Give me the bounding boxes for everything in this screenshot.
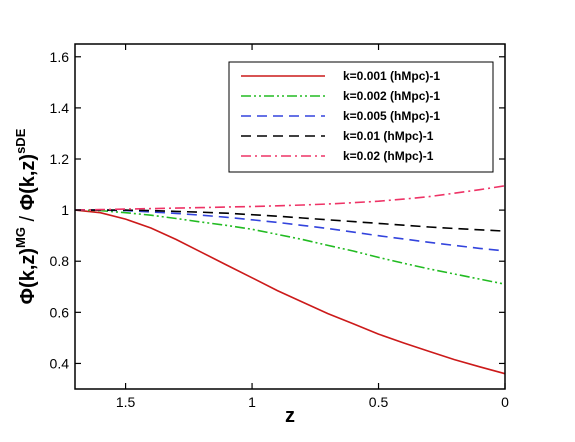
legend-label-3: k=0.005 (hMpc)-1 (343, 109, 440, 123)
x-tick-label: 0 (501, 394, 509, 410)
y-axis-title: Φ(k,z)MG / Φ(k,z)sDE (13, 128, 39, 304)
legend-label-5: k=0.02 (hMpc)-1 (343, 149, 434, 163)
x-axis-title: z (285, 405, 295, 427)
legend-box (228, 61, 494, 173)
y-axis-title-sup-left: MG (13, 227, 28, 248)
y-axis-title-sup-right: sDE (13, 128, 28, 154)
series-line-5 (74, 185, 506, 211)
series-line-3 (75, 209, 506, 252)
series-line-1 (74, 209, 506, 375)
legend-label-4: k=0.01 (hMpc)-1 (343, 129, 434, 143)
legend: k=0.001 (hMpc)-1 k=0.002 (hMpc)-1 k=0.005 … (228, 61, 494, 173)
ticks-layer: 1.5 1 0.5 0 0.4 0.6 0.8 1 1.2 1.4 1.6 (50, 44, 509, 410)
y-tick-label: 0.6 (50, 304, 70, 320)
y-tick-label: 0.8 (50, 253, 70, 269)
plot-frame (74, 43, 506, 390)
y-axis-title-divider: / (17, 210, 39, 227)
x-tick-label: 0.5 (369, 394, 389, 410)
y-tick-label: 1.2 (50, 151, 70, 167)
y-axis-title-main-right: Φ(k,z) (17, 154, 39, 210)
y-tick-label: 1.6 (50, 49, 70, 65)
legend-label-2: k=0.002 (hMpc)-1 (343, 89, 440, 103)
y-tick-label: 1 (61, 202, 69, 218)
y-tick-label: 1.4 (50, 100, 70, 116)
series-line-4 (75, 209, 506, 232)
y-axis-title-main-left: Φ(k,z) (17, 248, 39, 304)
legend-label-1: k=0.001 (hMpc)-1 (343, 69, 440, 83)
x-tick-label: 1 (248, 394, 256, 410)
series-line-2 (74, 209, 506, 285)
series-layer (74, 185, 506, 375)
svg-text:Φ(k,z)MG / Φ(k,z)sDE: Φ(k,z)MG / Φ(k,z)sDE (13, 128, 39, 304)
x-tick-label: 1.5 (116, 394, 136, 410)
y-tick-label: 0.4 (50, 355, 70, 371)
